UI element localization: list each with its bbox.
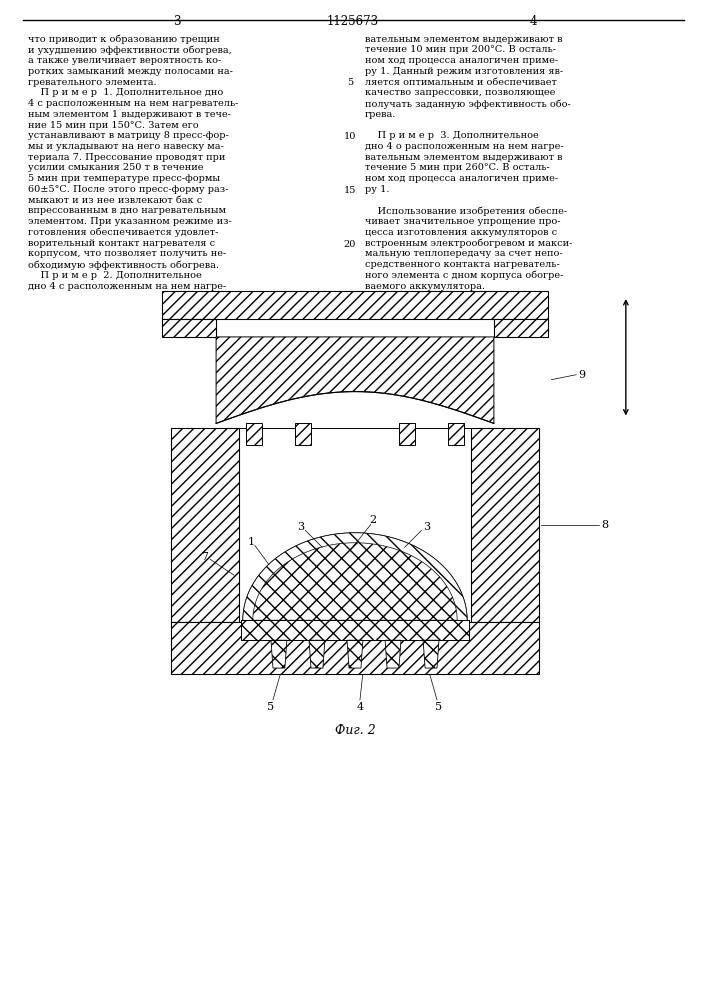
Text: 3: 3	[297, 522, 304, 532]
Text: течение 5 мин при 260°С. В осталь-: течение 5 мин при 260°С. В осталь-	[365, 163, 549, 172]
Text: дно 4 о расположенным на нем нагре-: дно 4 о расположенным на нем нагре-	[365, 142, 563, 151]
Text: гревательного элемента.: гревательного элемента.	[28, 78, 156, 87]
Polygon shape	[471, 428, 539, 622]
Text: устанавливают в матрицу 8 пресс-фор-: устанавливают в матрицу 8 пресс-фор-	[28, 131, 228, 140]
Polygon shape	[448, 423, 464, 445]
Polygon shape	[347, 640, 363, 668]
Text: П р и м е р  1. Дополнительное дно: П р и м е р 1. Дополнительное дно	[28, 88, 223, 97]
Text: ние 15 мин при 150°С. Затем его: ние 15 мин при 150°С. Затем его	[28, 121, 198, 130]
Text: 4: 4	[356, 702, 363, 712]
Text: 7: 7	[201, 552, 208, 562]
Polygon shape	[243, 533, 467, 620]
Bar	[239, 428, 471, 622]
Text: мальную теплопередачу за счет непо-: мальную теплопередачу за счет непо-	[365, 249, 563, 258]
Polygon shape	[161, 319, 216, 337]
Text: усилии смыкания 250 т в течение: усилии смыкания 250 т в течение	[28, 163, 203, 172]
Text: обходимую эффективность обогрева.: обходимую эффективность обогрева.	[28, 260, 218, 270]
Text: ляется оптимальным и обеспечивает: ляется оптимальным и обеспечивает	[365, 78, 557, 87]
Text: цесса изготовления аккумуляторов с: цесса изготовления аккумуляторов с	[365, 228, 557, 237]
Text: ным элементом 1 выдерживают в тече-: ным элементом 1 выдерживают в тече-	[28, 110, 230, 119]
Text: что приводит к образованию трещин: что приводит к образованию трещин	[28, 35, 219, 44]
Text: вательным элементом выдерживают в: вательным элементом выдерживают в	[365, 35, 562, 44]
Text: 5: 5	[436, 702, 443, 712]
Text: ротких замыканий между полосами на-: ротких замыканий между полосами на-	[28, 67, 233, 76]
Text: ру 1.: ру 1.	[365, 185, 390, 194]
Text: ваемого аккумулятора.: ваемого аккумулятора.	[365, 282, 485, 291]
Text: 5: 5	[347, 78, 353, 87]
Text: 1: 1	[247, 537, 255, 547]
Polygon shape	[423, 640, 439, 668]
Text: 3: 3	[423, 522, 430, 532]
Text: 3: 3	[173, 15, 180, 28]
Polygon shape	[171, 622, 539, 674]
Text: встроенным электрообогревом и макси-: встроенным электрообогревом и макси-	[365, 239, 572, 248]
Text: качество запрессовки, позволяющее: качество запрессовки, позволяющее	[365, 88, 555, 97]
Text: 20: 20	[344, 240, 356, 249]
Polygon shape	[161, 291, 549, 319]
Text: получать заданную эффективность обо-: получать заданную эффективность обо-	[365, 99, 571, 109]
Text: ном ход процесса аналогичен приме-: ном ход процесса аналогичен приме-	[365, 56, 558, 65]
Text: 4 с расположенным на нем нагреватель-: 4 с расположенным на нем нагреватель-	[28, 99, 238, 108]
Text: элементом. При указанном режиме из-: элементом. При указанном режиме из-	[28, 217, 231, 226]
Text: Использование изобретения обеспе-: Использование изобретения обеспе-	[365, 206, 567, 216]
Text: 15: 15	[344, 186, 356, 195]
Text: готовления обеспечивается удовлет-: готовления обеспечивается удовлет-	[28, 228, 218, 237]
Polygon shape	[243, 533, 467, 620]
Text: Фиг. 2: Фиг. 2	[334, 724, 375, 737]
Text: 4: 4	[530, 15, 537, 28]
Polygon shape	[494, 319, 549, 337]
Text: ном ход процесса аналогичен приме-: ном ход процесса аналогичен приме-	[365, 174, 558, 183]
Polygon shape	[385, 640, 401, 668]
Text: П р и м е р  3. Дополнительное: П р и м е р 3. Дополнительное	[365, 131, 539, 140]
Polygon shape	[309, 640, 325, 668]
Polygon shape	[241, 620, 469, 640]
Text: впрессованным в дно нагревательным: впрессованным в дно нагревательным	[28, 206, 226, 215]
Text: чивает значительное упрощение про-: чивает значительное упрощение про-	[365, 217, 561, 226]
Text: териала 7. Прессование проводят при: териала 7. Прессование проводят при	[28, 153, 225, 162]
Text: 5: 5	[267, 702, 274, 712]
Text: 60±5°С. После этого пресс-форму раз-: 60±5°С. После этого пресс-форму раз-	[28, 185, 228, 194]
Polygon shape	[271, 640, 287, 668]
Text: дно 4 с расположенным на нем нагре-: дно 4 с расположенным на нем нагре-	[28, 282, 226, 291]
Text: течение 10 мин при 200°С. В осталь-: течение 10 мин при 200°С. В осталь-	[365, 45, 556, 54]
Text: 2: 2	[369, 515, 376, 525]
Polygon shape	[216, 337, 494, 423]
Text: мы и укладывают на него навеску ма-: мы и укладывают на него навеску ма-	[28, 142, 223, 151]
Text: мыкают и из нее извлекают бак с: мыкают и из нее извлекают бак с	[28, 196, 201, 205]
Polygon shape	[171, 428, 239, 622]
Text: 5 мин при температуре пресс-формы: 5 мин при температуре пресс-формы	[28, 174, 220, 183]
Bar	[241, 620, 469, 640]
Text: корпусом, что позволяет получить не-: корпусом, что позволяет получить не-	[28, 249, 226, 258]
Text: вательным элементом выдерживают в: вательным элементом выдерживают в	[365, 153, 562, 162]
Text: грева.: грева.	[365, 110, 397, 119]
Text: ного элемента с дном корпуса обогре-: ного элемента с дном корпуса обогре-	[365, 271, 563, 280]
Text: 1125673: 1125673	[327, 15, 379, 28]
Text: и ухудшению эффективности обогрева,: и ухудшению эффективности обогрева,	[28, 45, 231, 55]
Text: средственного контакта нагреватель-: средственного контакта нагреватель-	[365, 260, 560, 269]
Text: 9: 9	[578, 370, 585, 380]
Text: 8: 8	[601, 520, 608, 530]
Text: а также увеличивает вероятность ко-: а также увеличивает вероятность ко-	[28, 56, 221, 65]
Text: 10: 10	[344, 132, 356, 141]
Polygon shape	[296, 423, 311, 445]
Text: ворительный контакт нагревателя с: ворительный контакт нагревателя с	[28, 239, 215, 248]
Polygon shape	[399, 423, 414, 445]
Text: ру 1. Данный режим изготовления яв-: ру 1. Данный режим изготовления яв-	[365, 67, 563, 76]
Polygon shape	[246, 423, 262, 445]
Text: П р и м е р  2. Дополнительное: П р и м е р 2. Дополнительное	[28, 271, 201, 280]
